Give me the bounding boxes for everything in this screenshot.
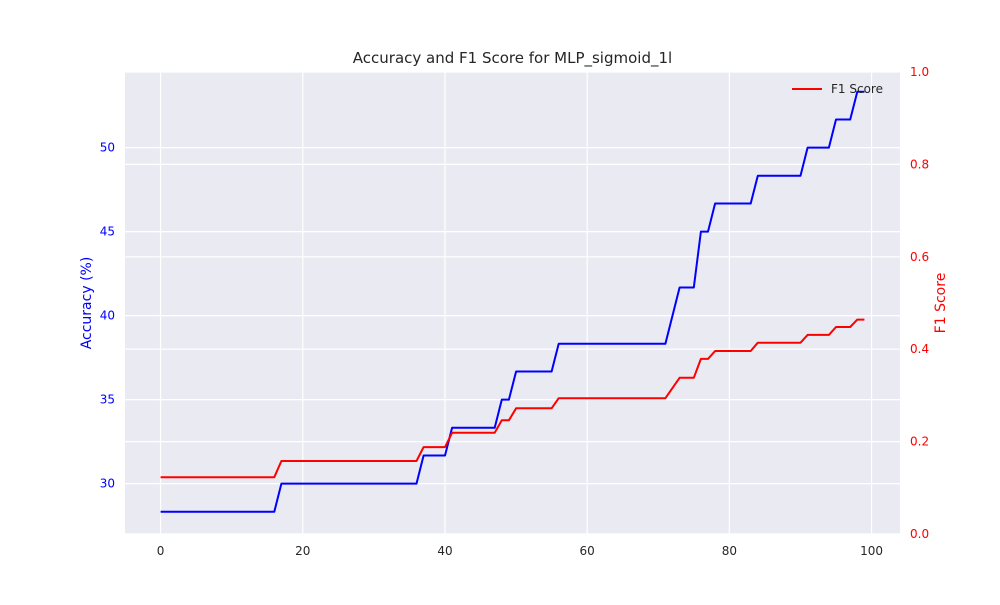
right-tick-label: 0.6 [910, 250, 929, 264]
left-tick-label: 40 [100, 309, 115, 323]
x-tick-label: 40 [437, 544, 452, 558]
x-tick-label: 60 [580, 544, 595, 558]
chart-title: Accuracy and F1 Score for MLP_sigmoid_1l [353, 49, 672, 68]
x-tick-label: 20 [295, 544, 310, 558]
plot-background [125, 72, 900, 534]
x-tick-label: 100 [860, 544, 883, 558]
series-line-accuracy [160, 90, 865, 513]
left-tick-label: 50 [100, 141, 115, 155]
left-axis-label: Accuracy (%) [79, 257, 95, 350]
right-tick-label: 0.0 [910, 527, 929, 541]
right-axis-ticks: 0.0 0.2 0.4 0.6 0.8 1.0 [910, 65, 929, 541]
legend: F1 Score [792, 82, 883, 96]
right-tick-label: 0.4 [910, 342, 929, 356]
left-tick-label: 30 [100, 477, 115, 491]
right-tick-label: 0.8 [910, 157, 929, 171]
left-tick-label: 45 [100, 225, 115, 239]
x-tick-label: 0 [157, 544, 165, 558]
right-tick-label: 0.2 [910, 435, 929, 449]
grid-lines [125, 71, 900, 535]
series-line-f1 [160, 318, 865, 479]
x-axis-ticks: 0 20 40 60 80 100 [157, 544, 883, 558]
left-tick-label: 35 [100, 393, 115, 407]
x-tick-label: 80 [722, 544, 737, 558]
series-lines [160, 90, 865, 513]
right-tick-label: 1.0 [910, 65, 929, 79]
right-axis-label: F1 Score [933, 273, 949, 334]
left-axis-ticks: 30 35 40 45 50 [100, 141, 115, 491]
legend-label-f1: F1 Score [831, 82, 883, 96]
